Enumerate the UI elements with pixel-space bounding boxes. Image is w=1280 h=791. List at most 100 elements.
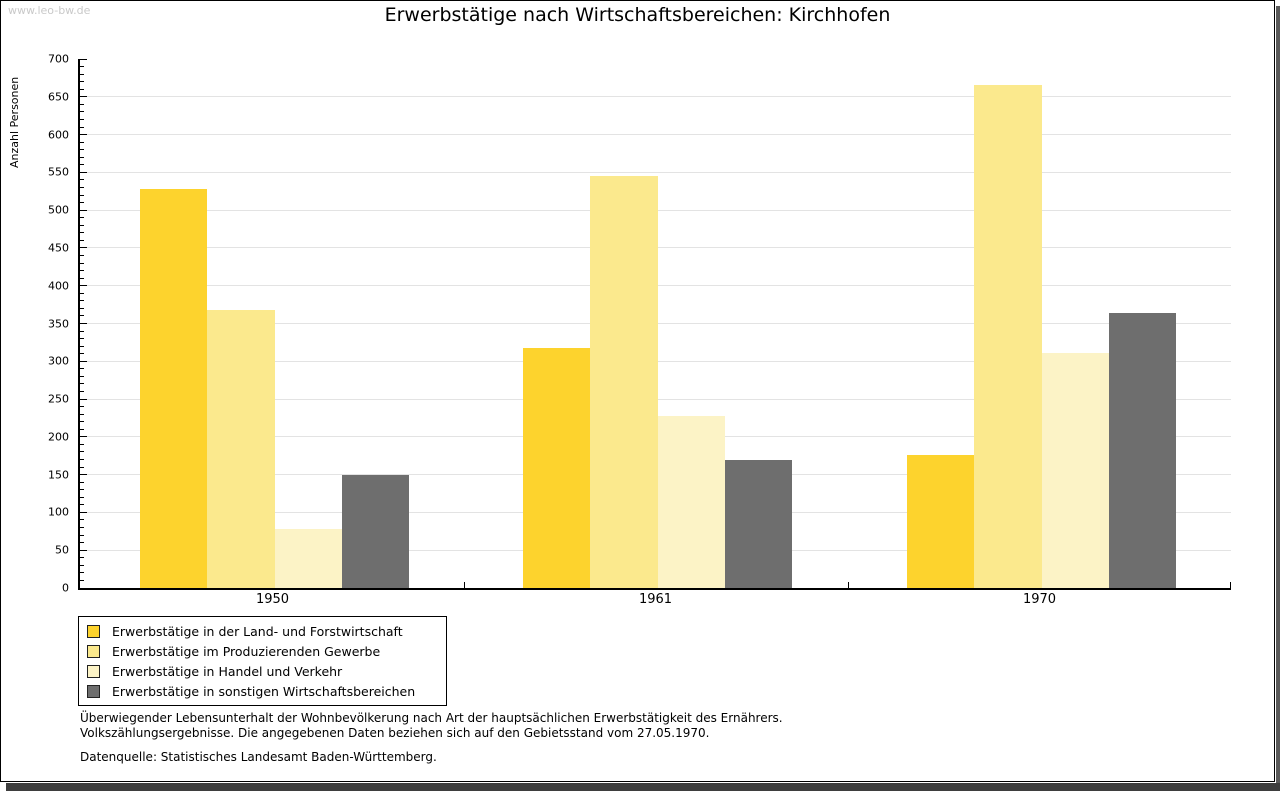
y-minor-tick: [80, 421, 84, 423]
legend-swatch-2: [87, 644, 100, 658]
y-minor-tick: [80, 375, 84, 377]
y-tick-label-600: 600: [48, 128, 69, 142]
legend-label-4: Erwerbstätige in sonstigen Wirtschaftsbe…: [112, 683, 416, 699]
legend-label-1: Erwerbstätige in der Land- und Forstwirt…: [112, 623, 403, 639]
y-tick-label-250: 250: [48, 392, 69, 406]
y-minor-tick: [80, 232, 84, 234]
y-minor-tick: [80, 262, 84, 264]
y-minor-tick: [80, 428, 84, 430]
legend-label-3: Erwerbstätige in Handel und Verkehr: [112, 663, 343, 679]
legend-label-2: Erwerbstätige im Produzierenden Gewerbe: [112, 643, 381, 659]
gridline-550: [80, 171, 1231, 173]
y-tick-label-50: 50: [55, 543, 69, 557]
y-major-tick: [80, 511, 87, 513]
bar-1961-series-2: [590, 176, 658, 588]
x-axis-tick-labels: 1950 1961 1970: [78, 592, 1229, 610]
y-minor-tick: [80, 466, 84, 468]
y-major-tick: [80, 474, 87, 476]
y-tick-label-350: 350: [48, 317, 69, 330]
y-major-tick: [80, 323, 87, 324]
y-minor-tick: [80, 277, 84, 279]
y-minor-tick: [80, 481, 84, 483]
y-minor-tick: [80, 164, 84, 166]
y-major-tick: [80, 58, 87, 60]
y-minor-tick: [80, 307, 84, 309]
y-minor-tick: [80, 391, 84, 392]
gridline-600: [80, 134, 1231, 136]
y-minor-tick: [80, 459, 84, 461]
y-minor-tick: [80, 224, 84, 226]
y-minor-tick: [80, 66, 84, 68]
y-major-tick: [80, 96, 87, 98]
bar-1970-series-4: [1108, 312, 1176, 588]
y-minor-tick: [80, 149, 84, 151]
bar-1970-series-2: [974, 85, 1042, 588]
bar-1950-series-2: [207, 309, 275, 588]
y-minor-tick: [80, 254, 84, 256]
y-minor-tick: [80, 156, 84, 158]
y-tick-label-400: 400: [48, 279, 69, 293]
y-minor-tick: [80, 527, 84, 529]
y-minor-tick: [80, 345, 84, 347]
x-tick-label-1961: 1961: [638, 592, 673, 607]
y-minor-tick: [80, 557, 84, 559]
y-minor-tick: [80, 239, 84, 241]
y-minor-tick: [80, 504, 84, 506]
bar-1961-series-4: [724, 459, 792, 588]
y-minor-tick: [80, 300, 84, 302]
legend-row-3: Erwerbstätige in Handel und Verkehr: [87, 661, 438, 681]
y-minor-tick: [80, 88, 84, 90]
bar-1970-series-3: [1041, 352, 1109, 588]
bar-1961-series-3: [657, 415, 725, 588]
y-minor-tick: [80, 217, 84, 219]
y-tick-label-0: 0: [62, 581, 69, 595]
y-minor-tick: [80, 330, 84, 332]
footnote-line-1: Überwiegender Lebensunterhalt der Wohnbe…: [80, 711, 783, 725]
y-minor-tick: [80, 202, 84, 204]
y-tick-label-300: 300: [48, 354, 69, 368]
y-minor-tick: [80, 111, 84, 113]
y-tick-label-550: 550: [48, 165, 69, 179]
y-major-tick: [80, 247, 87, 249]
y-minor-tick: [80, 81, 84, 83]
x-tick-label-1970: 1970: [1022, 592, 1057, 607]
y-minor-tick: [80, 383, 84, 385]
y-tick-label-100: 100: [48, 505, 69, 519]
legend-row-1: Erwerbstätige in der Land- und Forstwirt…: [87, 621, 438, 641]
x-tick-1: [848, 582, 849, 588]
y-major-tick: [80, 360, 87, 362]
y-minor-tick: [80, 338, 84, 340]
y-minor-tick: [80, 141, 84, 143]
y-tick-label-700: 700: [48, 52, 69, 66]
x-tick-2: [1230, 582, 1231, 588]
y-major-tick: [80, 398, 87, 400]
legend-row-4: Erwerbstätige in sonstigen Wirtschaftsbe…: [87, 681, 438, 701]
legend-swatch-3: [87, 664, 100, 678]
y-minor-tick: [80, 368, 84, 370]
y-major-tick: [80, 549, 87, 551]
y-minor-tick: [80, 194, 84, 196]
legend-swatch-4: [87, 684, 100, 698]
y-minor-tick: [80, 353, 84, 355]
y-minor-tick: [80, 118, 84, 120]
y-minor-tick: [80, 186, 84, 188]
y-tick-label-650: 650: [48, 90, 69, 104]
right-shadow: [1276, 6, 1280, 783]
bar-1950-series-1: [140, 188, 208, 588]
y-major-tick: [80, 285, 87, 287]
y-major-tick: [80, 134, 87, 136]
y-tick-label-450: 450: [48, 241, 69, 255]
y-minor-tick: [80, 451, 84, 453]
y-minor-tick: [80, 496, 84, 498]
y-tick-label-150: 150: [48, 468, 69, 482]
y-minor-tick: [80, 126, 84, 128]
legend-swatch-1: [87, 624, 100, 638]
y-tick-label-500: 500: [48, 203, 69, 217]
y-minor-tick: [80, 542, 84, 544]
y-minor-tick: [80, 443, 84, 445]
y-major-tick: [80, 436, 87, 438]
bar-1961-series-1: [523, 348, 591, 588]
y-minor-tick: [80, 519, 84, 521]
y-minor-tick: [80, 73, 84, 75]
y-minor-tick: [80, 103, 84, 105]
